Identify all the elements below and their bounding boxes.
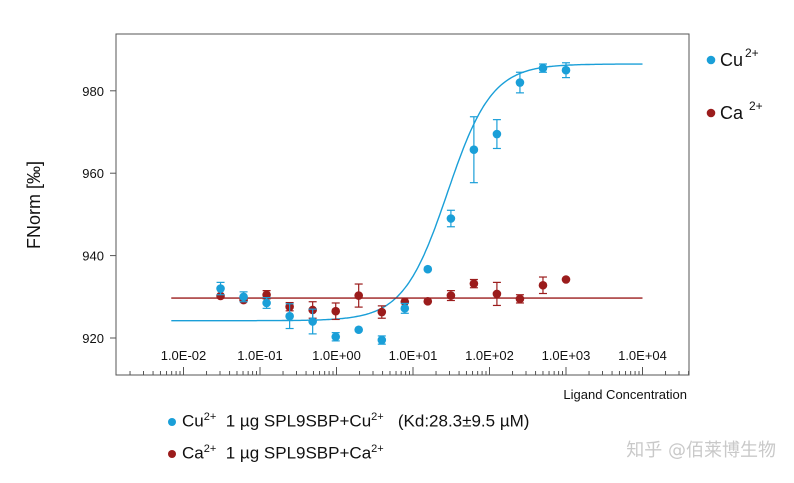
legend-charge: 2+ — [745, 46, 759, 60]
data-point-Cu2plus — [308, 317, 317, 326]
data-point-Cu2plus — [331, 332, 341, 342]
y-tick-label: 960 — [82, 166, 104, 181]
data-points — [216, 62, 571, 345]
legend-cu-ion: Cu — [182, 411, 204, 431]
legend-ca-ion: Ca — [182, 443, 204, 463]
data-point-Cu2plus — [492, 129, 502, 139]
data-point-Ca2plus — [423, 297, 433, 306]
data-point-Cu2plus — [239, 292, 248, 302]
data-point-Cu2plus — [262, 298, 271, 308]
legend-cu-ion-charge: 2+ — [203, 411, 217, 423]
data-point-Ca2plus — [469, 279, 479, 288]
legend-label: Ca — [720, 103, 744, 123]
x-tick-label: 1.0E+00 — [312, 348, 361, 363]
data-point-Ca2plus — [515, 294, 525, 304]
legend-ca-text: 1 µg SPL9SBP+Ca — [225, 443, 372, 463]
x-tick-label: 1.0E+04 — [618, 348, 667, 363]
data-point-Ca2plus — [377, 307, 387, 317]
x-tick-label: 1.0E+03 — [542, 348, 591, 363]
fit-curves — [171, 63, 643, 322]
data-point-Ca2plus — [331, 306, 341, 316]
x-tick-labels: 1.0E-02 1.0E-01 1.0E+00 1.0E+01 1.0E+02 1.0E+… — [161, 348, 667, 363]
fit-line-Cu2plus — [171, 63, 643, 322]
legend-ca-dot — [168, 450, 176, 459]
data-point-Ca2plus — [561, 275, 571, 284]
legend-right: Cu 2+Ca 2+ — [706, 46, 763, 123]
legend-dot — [706, 108, 716, 118]
data-point-Cu2plus — [446, 214, 456, 223]
x-tick-label: 1.0E+02 — [465, 348, 514, 363]
data-point-Cu2plus — [285, 311, 294, 321]
legend-bottom-ca: Ca2+ 1 µg SPL9SBP+Ca2+ — [168, 443, 384, 464]
data-point-Ca2plus — [216, 291, 225, 301]
data-point-Cu2plus — [400, 304, 410, 313]
data-point-Ca2plus — [492, 289, 502, 299]
data-point-Ca2plus — [262, 290, 271, 300]
plot-frame — [115, 33, 690, 376]
legend-cu-kd: (Kd:28.3±9.5 µM) — [397, 411, 530, 431]
y-tick-labels: 920 940 960 980 — [82, 84, 104, 346]
legend-label: Cu — [720, 50, 743, 70]
x-tick-label: 1.0E-01 — [237, 348, 283, 363]
x-tick-label: 1.0E-02 — [161, 348, 207, 363]
legend-cu-dot — [168, 418, 176, 427]
watermark: 知乎 @佰莱博生物 — [626, 440, 776, 461]
data-point-Cu2plus — [469, 145, 479, 155]
legend-cu-text-charge: 2+ — [371, 411, 384, 423]
x-axis-title: Ligand Concentration — [563, 387, 687, 402]
data-point-Cu2plus — [515, 78, 525, 87]
y-axis-title: FNorm [‰] — [24, 161, 44, 249]
data-point-Cu2plus — [561, 65, 571, 75]
legend-bottom-cu: Cu2+ 1 µg SPL9SBP+Cu2+ (Kd:28.3±9.5 µM) — [168, 411, 529, 432]
legend-charge: 2+ — [749, 99, 763, 113]
legend-ca-text-charge: 2+ — [371, 443, 384, 455]
tick-marks — [110, 90, 690, 375]
y-tick-label: 920 — [82, 331, 104, 346]
data-point-Cu2plus — [538, 63, 548, 73]
data-point-Ca2plus — [538, 280, 548, 290]
y-tick-label: 940 — [82, 249, 104, 264]
x-tick-label: 1.0E+01 — [389, 348, 438, 363]
data-point-Cu2plus — [216, 284, 225, 293]
y-tick-label: 980 — [82, 84, 104, 99]
data-point-Ca2plus — [446, 291, 456, 300]
legend-ca-ion-charge: 2+ — [203, 443, 217, 455]
legend-cu-text: 1 µg SPL9SBP+Cu — [225, 411, 372, 431]
data-point-Cu2plus — [423, 264, 433, 274]
legend-dot — [706, 55, 716, 65]
data-point-Ca2plus — [354, 291, 363, 300]
data-point-Cu2plus — [377, 335, 387, 345]
data-point-Cu2plus — [354, 325, 363, 335]
